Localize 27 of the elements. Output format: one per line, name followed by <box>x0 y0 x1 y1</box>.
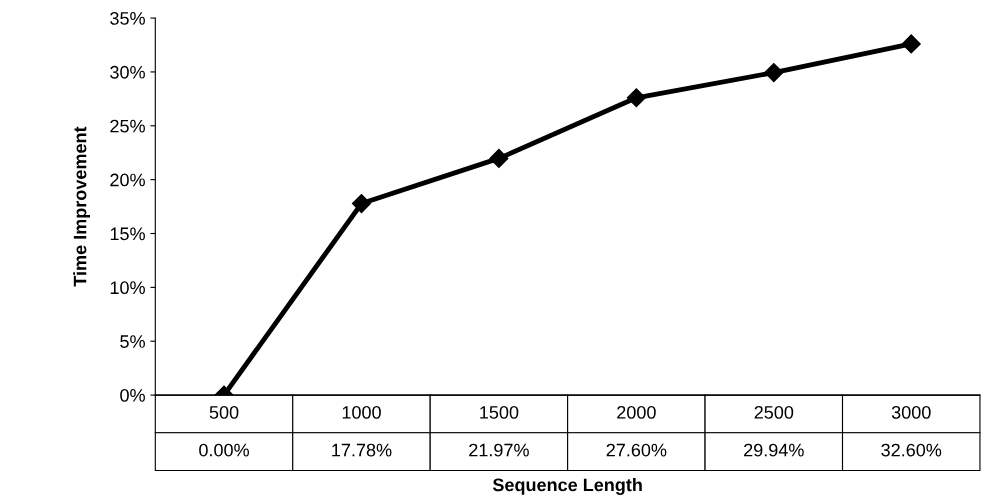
y-tick-label: 15% <box>110 227 145 241</box>
y-tick-label: 20% <box>110 173 145 187</box>
x-tick-label: 500 <box>209 405 239 419</box>
y-tick-label: 25% <box>110 119 145 133</box>
y-tick-label: 35% <box>110 12 145 25</box>
data-label: 21.97% <box>469 443 529 457</box>
point <box>489 148 509 168</box>
x-axis-title: Sequence Length <box>492 478 642 495</box>
x-tick-label: 1000 <box>342 405 381 419</box>
y-tick-label: 5% <box>120 335 145 348</box>
point <box>626 88 646 108</box>
data-label: 0.00% <box>199 443 249 457</box>
y-axis-title: Time Improvement <box>73 126 91 287</box>
x-tick-label: 1500 <box>480 405 519 419</box>
data-label: 27.60% <box>606 443 667 457</box>
x-tick-label: 2000 <box>617 405 656 419</box>
x-tick-label: 3000 <box>891 405 931 419</box>
data-label: 17.78% <box>332 443 392 457</box>
data-label: 32.60% <box>881 443 942 457</box>
point <box>351 194 372 214</box>
point <box>764 63 784 83</box>
x-tick-label: 2500 <box>754 405 794 419</box>
y-tick-label: 10% <box>110 281 145 295</box>
y-tick-label: 30% <box>110 65 145 79</box>
point <box>901 34 921 54</box>
data-label: 29.94% <box>744 443 804 457</box>
y-tick-label: 0% <box>120 389 145 402</box>
